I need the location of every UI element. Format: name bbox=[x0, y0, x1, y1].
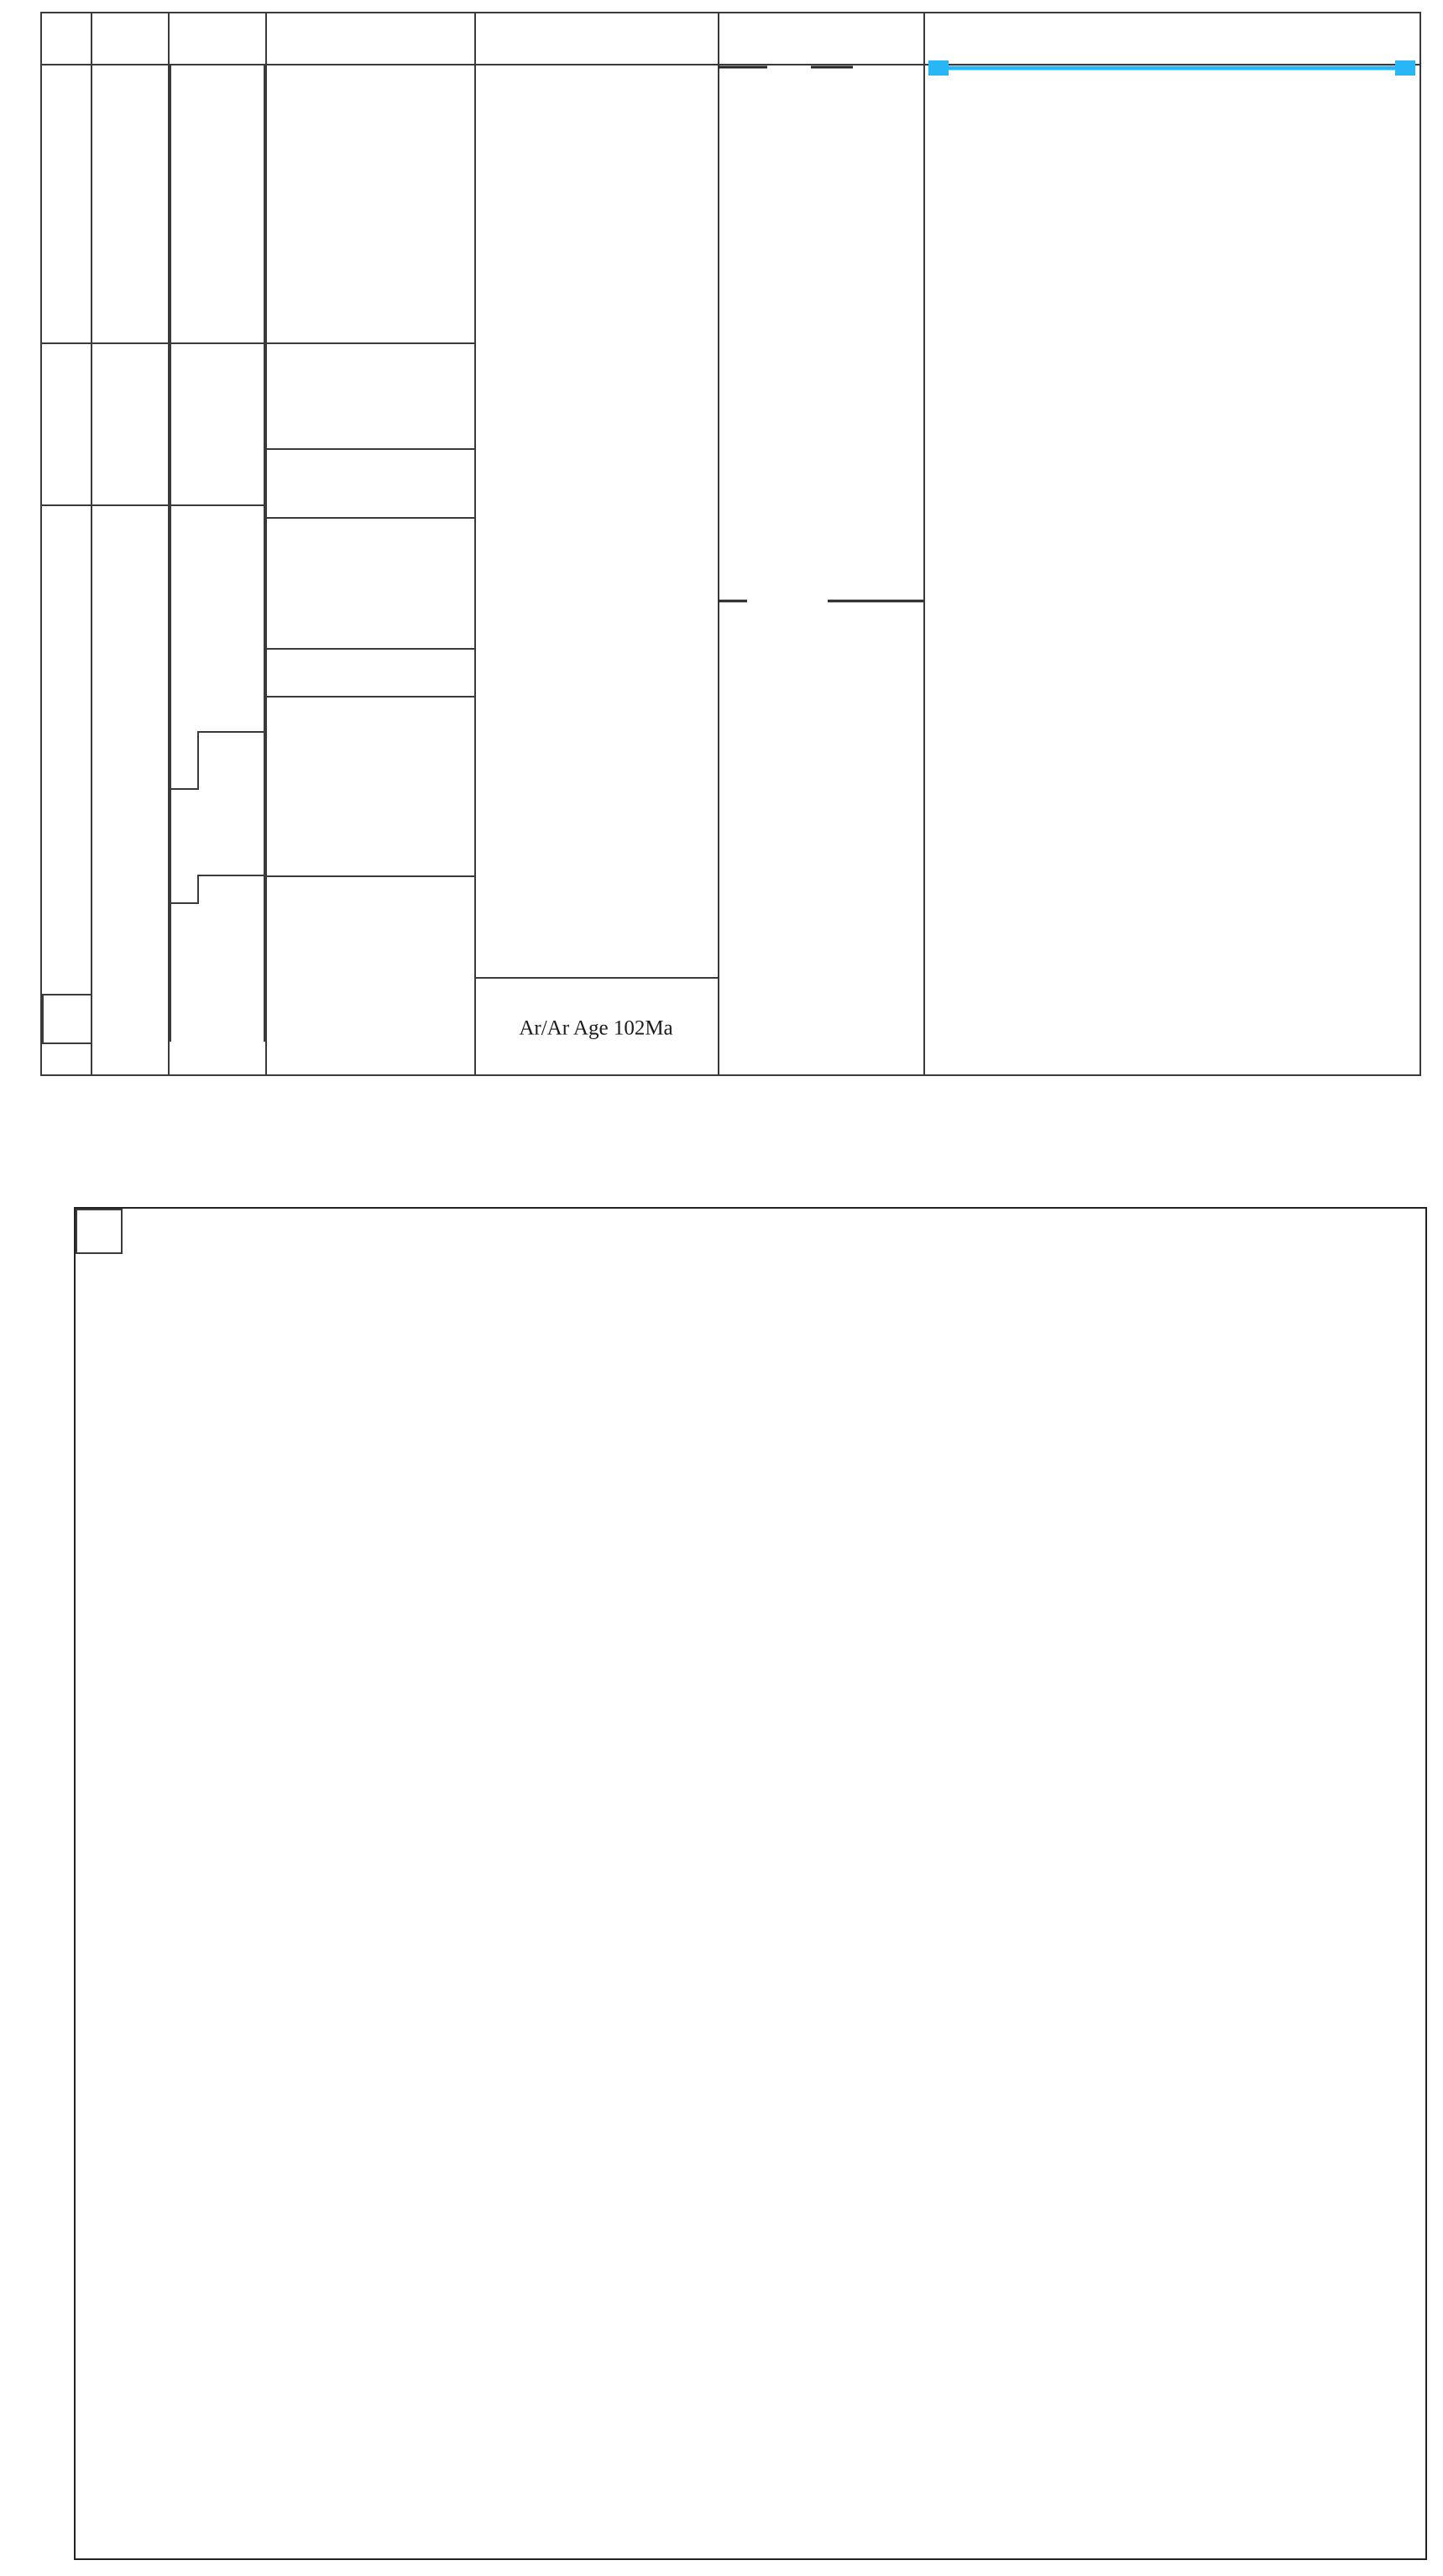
fossil-leader-lines bbox=[170, 731, 265, 904]
header-rsl-title bbox=[923, 15, 1419, 40]
fossil-box1-top bbox=[265, 342, 474, 344]
lithology-legend bbox=[0, 1088, 1443, 1182]
fossil-box2-bottom bbox=[265, 648, 474, 650]
strat-table: Ar/Ar Age 102Ma bbox=[40, 12, 1421, 1076]
strata-cell-J2 bbox=[42, 504, 91, 1042]
header-divider bbox=[42, 64, 1419, 65]
col-sep-6 bbox=[923, 13, 925, 1074]
lithology-column bbox=[170, 65, 265, 1042]
strata-cell-J3 bbox=[42, 342, 91, 504]
facies-divider-intrusive bbox=[474, 977, 718, 979]
col-sep-3 bbox=[265, 13, 267, 1074]
panel-b-seismic-section bbox=[0, 1195, 1443, 2572]
tg-line-left bbox=[719, 65, 853, 69]
panel-b-tag bbox=[76, 1209, 123, 1254]
col-sep-2 bbox=[168, 13, 170, 1074]
strata-cell-K bbox=[42, 65, 91, 342]
header-facies bbox=[474, 13, 718, 65]
strata-divider-J3-J2 bbox=[42, 504, 265, 506]
header-seismic bbox=[718, 13, 923, 65]
col-sep-5 bbox=[718, 13, 719, 1074]
rsl-basin-land-arrow bbox=[928, 60, 1415, 76]
panel-a-tag bbox=[42, 994, 92, 1044]
seismic-image bbox=[74, 1207, 1427, 2560]
seismic-overlay bbox=[76, 1209, 1425, 2558]
panel-a-stratigraphic-column: Ar/Ar Age 102Ma bbox=[0, 0, 1443, 1108]
header-depth bbox=[91, 13, 168, 65]
fossil-box3-top bbox=[265, 696, 474, 698]
rsl-vp-svg bbox=[925, 94, 1419, 1042]
header-strata bbox=[42, 13, 91, 65]
well-name-label bbox=[578, 1210, 588, 1212]
fossil-box1-bottom bbox=[265, 448, 474, 450]
rsl-vp-plot bbox=[925, 94, 1419, 1042]
tj11-line bbox=[719, 599, 923, 603]
header-lithology bbox=[168, 13, 265, 65]
fossil-box3-bottom bbox=[265, 875, 474, 877]
seismic-amplitude-canvas bbox=[76, 1209, 1425, 2558]
fossil-box2-top bbox=[265, 517, 474, 519]
col-sep-1 bbox=[91, 13, 92, 1074]
col-sep-4 bbox=[474, 13, 476, 1074]
header-fossil bbox=[265, 13, 474, 65]
strata-divider-K-J3 bbox=[42, 342, 265, 344]
intrusive-age: Ar/Ar Age 102Ma bbox=[519, 1016, 673, 1040]
